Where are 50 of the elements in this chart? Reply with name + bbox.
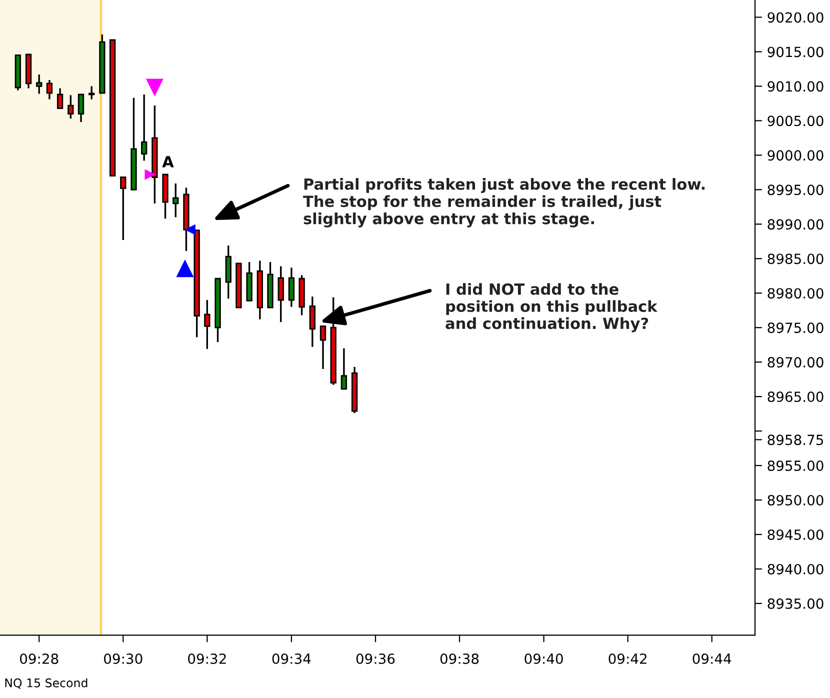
candlestick [46,79,53,100]
candlestick [309,296,316,348]
candlestick [88,85,95,100]
x-tick-label: 09:40 [524,653,563,664]
annotation: Partial profits taken just above the recent low. The stop for the remainder is trailed, just slightly above entry at this stage. [303,178,705,228]
x-tick-label: 09:30 [104,653,142,664]
y-tick-label: 8955.00 [768,460,824,471]
candlestick [340,347,348,390]
y-tick-label: 8940.00 [768,564,824,574]
y-tick-label: 8985.00 [768,254,824,264]
y-tick-label: 8945.00 [768,529,824,540]
x-tick-label: 09:44 [692,653,732,664]
candlestick [320,325,326,370]
candlestick [78,94,84,123]
point [146,78,164,96]
candlestick [56,87,64,110]
candlestick [68,94,74,120]
candlestick [204,299,210,350]
y-tick-label: 9005.00 [768,116,824,126]
y-tick-label: 9010.00 [768,81,824,92]
y-tick-label: 8990.00 [768,219,824,230]
y-tick-label: 9015.00 [768,46,824,58]
x-tick-label: 09:42 [608,653,646,664]
x-tick-label: 09:28 [20,653,58,664]
y-tick-label: 9000.00 [768,150,824,161]
point [176,259,194,278]
text: NQ 15 Second [5,678,88,689]
y-tick-label: 8980.00 [768,288,824,299]
candlestick [36,74,42,95]
y-tick-label: 8995.00 [768,184,824,196]
point [184,224,196,236]
y-tick-label: 8970.00 [768,357,824,368]
annotation: I did NOT add to the position on this pullback and continuation. Why? [446,283,658,332]
x-tick-label: 09:32 [188,653,226,664]
annotation: A [162,156,174,168]
y-tick-label: 8935.00 [768,598,824,609]
x-tick-label: 09:38 [440,653,479,664]
candlestick [288,266,295,308]
y-tick-label: 8958.75 [768,434,824,446]
y-tick-label: 8975.00 [768,322,824,334]
y-tick-label: 8950.00 [768,494,824,506]
candlestick [141,94,148,162]
x-tick-label: 09:34 [272,653,311,664]
y-tick-label: 8965.00 [768,392,824,402]
candlestick [278,265,284,323]
y-tick-label: 9020.00 [768,12,824,23]
candlestick [172,182,179,218]
candlestick [120,176,126,241]
x-tick-label: 09:36 [356,653,395,664]
point [144,169,156,180]
